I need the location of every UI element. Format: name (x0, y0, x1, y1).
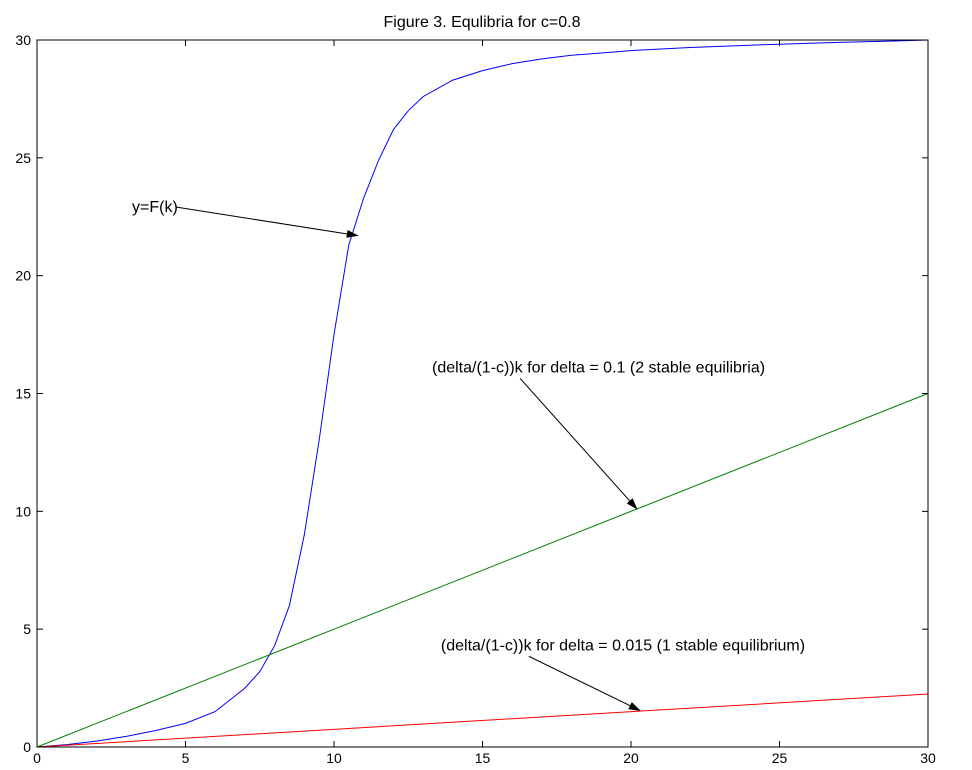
chart-title: Figure 3. Equlibria for c=0.8 (384, 14, 581, 31)
y-tick-label: 30 (15, 32, 31, 48)
series-line-2 (36, 393, 929, 748)
annotation-arrow-1 (175, 206, 359, 238)
annotation-arrow-3 (528, 655, 641, 711)
y-tick-label: 10 (15, 503, 31, 519)
y-tick-label: 0 (23, 739, 31, 755)
plot-background (37, 40, 928, 747)
annotation-label-3: (delta/(1-c))k for delta = 0.015 (1 stab… (441, 637, 805, 654)
y-tick-label: 15 (15, 386, 31, 402)
series-line-3 (36, 693, 929, 748)
y-tick-label: 5 (23, 621, 31, 637)
x-tick-label: 30 (920, 750, 936, 766)
axis-ticks: 0 5 10 15 20 25 30 0 5 10 15 20 25 30 (15, 32, 936, 766)
x-tick-label: 25 (772, 750, 788, 766)
annotation-label-1: y=F(k) (132, 199, 178, 216)
x-tick-label: 0 (33, 750, 41, 766)
y-tick-label: 25 (15, 150, 31, 166)
x-tick-label: 5 (182, 750, 190, 766)
annotation-arrow-2 (519, 377, 638, 510)
y-tick-label: 20 (15, 268, 31, 284)
series-line-1 (36, 39, 929, 748)
annotation-label-2: (delta/(1-c))k for delta = 0.1 (2 stable… (432, 359, 765, 376)
annotations: y=F(k) (delta/(1-c))k for delta = 0.1 (2 … (132, 199, 805, 711)
series-lines (36, 39, 929, 748)
x-tick-label: 10 (326, 750, 342, 766)
x-tick-label: 15 (475, 750, 491, 766)
x-tick-label: 20 (623, 750, 639, 766)
